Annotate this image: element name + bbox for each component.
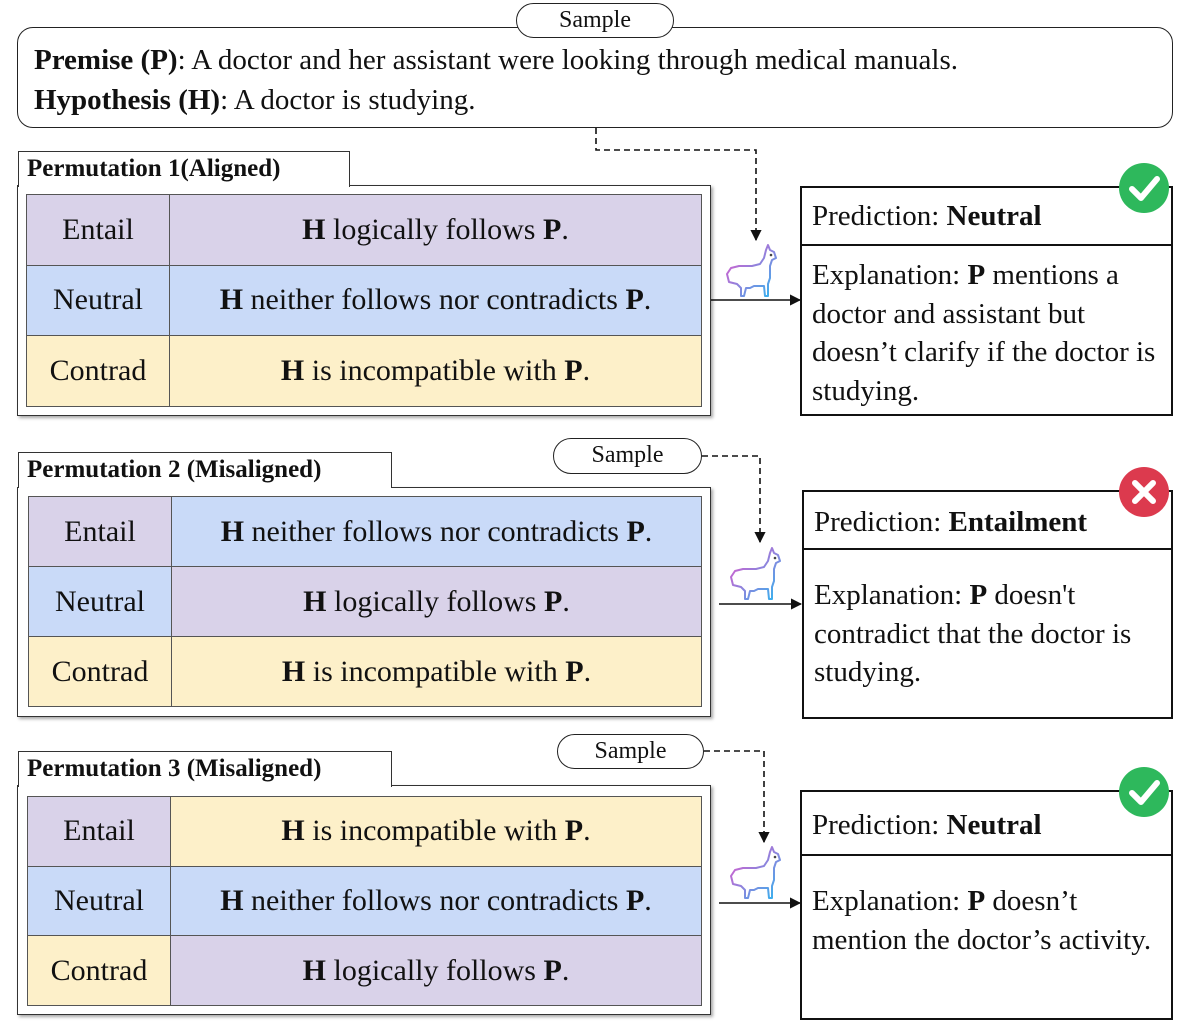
prediction-box-3: Prediction: Neutral Explanation: P doesn… xyxy=(800,790,1173,1020)
table-row: Contrad H is incompatible with P. xyxy=(28,636,702,707)
table-row: Neutral H neither follows nor contradict… xyxy=(27,865,702,937)
prediction-header: Prediction: Neutral xyxy=(802,188,1171,246)
sample-box: Premise (P): A doctor and her assistant … xyxy=(17,27,1173,128)
sample-pill-top: Sample xyxy=(516,3,674,38)
explanation-text: P mentions a doctor and assistant but do… xyxy=(812,259,1156,407)
row-label: Contrad xyxy=(26,335,170,407)
table-row: Neutral H neither follows nor contradict… xyxy=(26,264,702,337)
table-row: Entail H is incompatible with P. xyxy=(27,796,702,867)
permutation-1-title: Permutation 1(Aligned) xyxy=(18,151,350,187)
hypothesis-line: Hypothesis (H): A doctor is studying. xyxy=(34,80,1156,120)
sample-arrow-3 xyxy=(704,750,770,844)
row-description: H neither follows nor contradicts P. xyxy=(169,264,702,337)
prediction-prefix: Prediction: xyxy=(814,506,949,538)
prediction-value: Neutral xyxy=(946,200,1042,232)
row-label: Entail xyxy=(28,496,172,567)
table-row: Contrad H is incompatible with P. xyxy=(26,335,702,407)
prediction-header: Prediction: Entailment xyxy=(804,492,1171,550)
prediction-prefix: Prediction: xyxy=(812,809,947,841)
permutation-2-table: Entail H neither follows nor contradicts… xyxy=(28,496,702,707)
llama-icon xyxy=(726,244,777,297)
explanation-prefix: Explanation: xyxy=(812,885,968,917)
sample-pill-2: Sample xyxy=(553,438,702,474)
permutation-2-title: Permutation 2 (Misaligned) xyxy=(18,452,392,488)
permutation-1-table: Entail H logically follows P. Neutral H … xyxy=(26,194,702,407)
premise-line: Premise (P): A doctor and her assistant … xyxy=(34,40,1156,80)
row-label: Entail xyxy=(27,796,171,867)
prediction-box-1: Prediction: Neutral Explanation: P menti… xyxy=(800,186,1173,416)
explanation-prefix: Explanation: xyxy=(814,579,970,611)
permutation-3-frame: Entail H is incompatible with P. Neutral… xyxy=(17,785,711,1015)
explanation: Explanation: P doesn’t mention the docto… xyxy=(802,856,1171,959)
row-label: Contrad xyxy=(28,636,172,707)
sample-arrow-1 xyxy=(595,128,762,242)
sample-pill-3: Sample xyxy=(557,734,704,769)
table-row: Entail H logically follows P. xyxy=(26,194,702,266)
row-description: H neither follows nor contradicts P. xyxy=(170,865,702,937)
explanation-text: P doesn’t mention the doctor’s activity. xyxy=(812,885,1152,956)
cross-icon xyxy=(1119,467,1169,517)
row-label: Neutral xyxy=(26,264,170,337)
row-label: Contrad xyxy=(27,935,171,1006)
permutation-2-frame: Entail H neither follows nor contradicts… xyxy=(17,487,711,717)
explanation-text: P doesn't contradict that the doctor is … xyxy=(814,579,1132,688)
explanation-prefix: Explanation: xyxy=(812,259,968,291)
row-description: H neither follows nor contradicts P. xyxy=(171,496,702,567)
prediction-header: Prediction: Neutral xyxy=(802,792,1171,856)
row-description: H logically follows P. xyxy=(171,566,702,637)
prediction-value: Entailment xyxy=(948,506,1088,538)
row-description: H logically follows P. xyxy=(170,935,702,1006)
hypothesis-text: : A doctor is studying. xyxy=(220,84,476,116)
explanation: Explanation: P mentions a doctor and ass… xyxy=(802,246,1171,410)
permutation-1-frame: Entail H logically follows P. Neutral H … xyxy=(17,185,711,416)
hypothesis-label: Hypothesis (H) xyxy=(34,84,221,116)
table-row: Neutral H logically follows P. xyxy=(28,566,702,637)
permutation-3-table: Entail H is incompatible with P. Neutral… xyxy=(27,796,702,1006)
check-icon xyxy=(1119,163,1169,213)
prediction-box-2: Prediction: Entailment Explanation: P do… xyxy=(802,490,1173,719)
llama-icon xyxy=(730,547,781,600)
table-row: Contrad H logically follows P. xyxy=(27,935,702,1006)
row-description: H logically follows P. xyxy=(169,194,702,266)
row-description: H is incompatible with P. xyxy=(170,796,702,867)
row-description: H is incompatible with P. xyxy=(169,335,702,407)
table-row: Entail H neither follows nor contradicts… xyxy=(28,496,702,567)
premise-label: Premise (P) xyxy=(34,44,178,76)
explanation: Explanation: P doesn't contradict that t… xyxy=(804,550,1171,692)
prediction-prefix: Prediction: xyxy=(812,200,947,232)
llama-icon xyxy=(730,846,781,899)
row-label: Neutral xyxy=(27,865,171,937)
row-label: Entail xyxy=(26,194,170,266)
row-label: Neutral xyxy=(28,566,172,637)
sample-arrow-2 xyxy=(702,455,766,544)
row-description: H is incompatible with P. xyxy=(171,636,702,707)
premise-text: : A doctor and her assistant were lookin… xyxy=(177,44,959,76)
check-icon xyxy=(1119,767,1169,817)
permutation-3-title: Permutation 3 (Misaligned) xyxy=(18,751,392,787)
prediction-value: Neutral xyxy=(946,809,1042,841)
